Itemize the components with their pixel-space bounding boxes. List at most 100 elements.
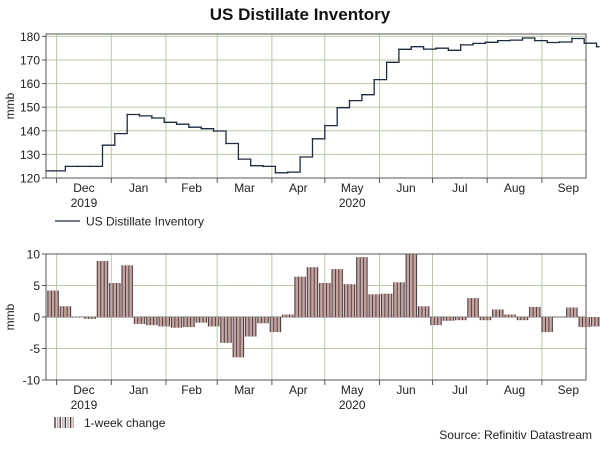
weekly-change-bar <box>590 317 600 327</box>
bottom-legend-swatch <box>54 417 74 428</box>
inventory-data-point <box>286 171 289 173</box>
inventory-data-point <box>336 106 338 109</box>
weekly-change-bar <box>108 282 121 317</box>
weekly-change-bar-fill <box>207 317 220 327</box>
bottom-x-tick-label: Feb <box>181 383 202 397</box>
weekly-change-bar-fill <box>71 317 84 318</box>
top-x-tick-label: Jun <box>396 181 415 195</box>
top-y-tick-label: 140 <box>20 124 40 138</box>
top-year-label: 2020 <box>339 196 366 210</box>
inventory-data-point <box>114 132 116 135</box>
top-x-tick-label: Sep <box>558 181 580 195</box>
weekly-change-bar-fill <box>158 317 171 327</box>
weekly-change-bar-fill <box>121 265 134 317</box>
weekly-change-bar <box>491 309 504 317</box>
weekly-change-bar-fill <box>578 317 591 328</box>
weekly-change-bar <box>59 306 72 317</box>
inventory-data-point <box>151 117 153 119</box>
inventory-data-point <box>200 127 203 130</box>
weekly-change-bar <box>368 294 381 317</box>
inventory-data-point <box>459 44 462 46</box>
weekly-change-bar <box>355 257 368 317</box>
top-legend-label: US Distillate Inventory <box>86 215 204 229</box>
bottom-x-tick-label: Sep <box>558 383 580 397</box>
inventory-data-point <box>496 39 499 42</box>
bottom-x-tick-label: Mar <box>234 383 255 397</box>
weekly-change-bar <box>133 317 146 324</box>
weekly-change-bar-panel: -10 -5 0 5 10 mmb Dec Jan Feb Mar Apr May Jun Jul Aug S… <box>3 248 600 430</box>
weekly-change-bar <box>454 317 467 321</box>
top-x-tick-label: Jan <box>129 181 148 195</box>
inventory-data-point <box>299 156 301 158</box>
weekly-change-bar-fill <box>454 317 467 321</box>
top-y-tick-label: 120 <box>20 172 40 186</box>
weekly-change-bar <box>565 307 578 317</box>
weekly-change-bar-fill <box>541 317 554 333</box>
top-y-tick-label: 160 <box>20 77 40 91</box>
weekly-change-bar <box>207 317 220 327</box>
weekly-change-bar <box>528 306 541 317</box>
inventory-data-point <box>484 41 487 44</box>
weekly-change-bar <box>294 276 307 317</box>
weekly-change-bar <box>158 317 171 327</box>
weekly-change-bar <box>405 254 418 317</box>
bottom-legend-label: 1-week change <box>84 416 166 430</box>
weekly-change-bar-fill <box>145 317 158 326</box>
inventory-data-point <box>422 48 425 50</box>
weekly-change-bar-fill <box>257 317 269 324</box>
weekly-change-bar <box>183 317 195 328</box>
weekly-change-bar-fill <box>281 314 294 317</box>
inventory-data-point <box>472 42 474 45</box>
inventory-data-point <box>324 124 326 127</box>
bottom-x-tick-label: Jul <box>452 383 467 397</box>
inventory-data-point <box>76 165 79 168</box>
inventory-data-point <box>361 93 363 96</box>
inventory-data-point <box>225 142 227 145</box>
weekly-change-bar-fill <box>430 317 442 326</box>
weekly-change-bar <box>281 314 294 317</box>
inventory-data-point <box>262 165 264 168</box>
top-y-axis-label: mmb <box>3 92 17 119</box>
weekly-change-bar <box>318 282 331 317</box>
weekly-change-bar-fill <box>294 276 307 317</box>
inventory-line-panel: 120 130 140 150 160 170 180 mmb Dec Jan Feb Mar Apr M… <box>3 30 600 229</box>
top-x-tick-label: Jul <box>452 181 467 195</box>
weekly-change-bar-fill <box>417 306 430 317</box>
inventory-data-point <box>274 172 277 174</box>
weekly-change-bar-fill <box>380 293 393 317</box>
inventory-data-point <box>101 144 104 146</box>
weekly-change-bar <box>244 317 257 337</box>
inventory-data-point <box>212 130 215 132</box>
top-x-tick-label: Apr <box>289 181 308 195</box>
weekly-change-bar-fill <box>244 317 257 337</box>
inventory-data-point <box>385 61 388 64</box>
top-y-tick-label: 130 <box>20 148 40 162</box>
weekly-change-bar-fill <box>170 317 183 328</box>
bottom-x-tick-label: Jan <box>129 383 148 397</box>
weekly-change-bar <box>257 317 269 324</box>
inventory-data-point <box>163 121 166 124</box>
chart-title: US Distillate Inventory <box>210 5 391 24</box>
weekly-change-bar <box>232 317 245 358</box>
inventory-data-point <box>571 37 573 40</box>
weekly-change-bar-fill <box>133 317 146 324</box>
weekly-change-bar-fill <box>504 314 517 317</box>
source-note: Source: Refinitiv Datastream <box>439 428 592 442</box>
inventory-data-point <box>89 165 91 168</box>
weekly-change-bar <box>71 317 84 318</box>
inventory-data-point <box>373 78 376 81</box>
bottom-x-tick-label: Jun <box>396 383 415 397</box>
weekly-change-bar <box>504 314 517 317</box>
top-x-tick-label: Mar <box>234 181 255 195</box>
weekly-change-bar-fill <box>318 282 331 317</box>
weekly-change-bar-fill <box>491 309 504 317</box>
inventory-data-point <box>126 113 128 116</box>
weekly-change-bar <box>516 317 529 321</box>
inventory-data-point <box>410 45 413 48</box>
bottom-y-tick-label: -5 <box>29 342 40 356</box>
weekly-change-bar-fill <box>183 317 195 328</box>
inventory-data-point <box>509 39 511 41</box>
weekly-change-bar <box>269 317 282 333</box>
weekly-change-bar-fill <box>59 306 72 317</box>
